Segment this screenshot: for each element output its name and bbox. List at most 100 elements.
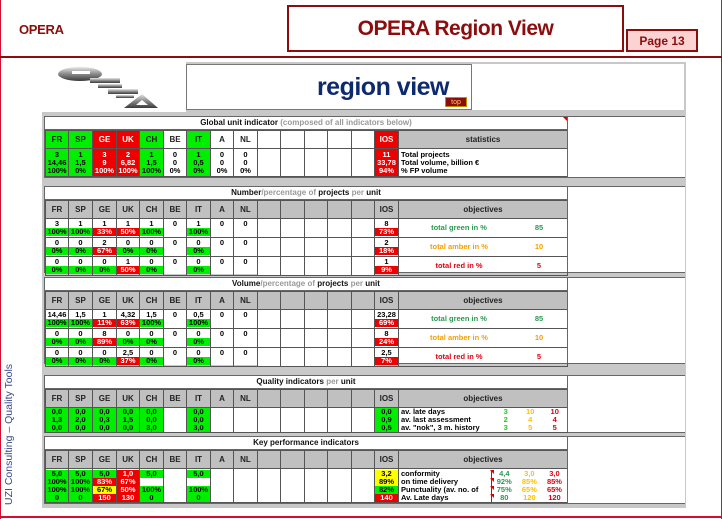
column-header: SP [68, 130, 93, 149]
ios-cell: 0,0 0,9 0,5 [374, 407, 399, 433]
column-header: NL [233, 389, 258, 408]
unit-value: 0,0 [146, 415, 157, 424]
column-header [304, 389, 328, 408]
unit-percent: 0% [187, 338, 210, 346]
unit-value: 50% [117, 485, 139, 494]
unit-percent: 0% [187, 357, 210, 365]
unit-count: 1 [187, 220, 210, 228]
banner-right-blank [472, 64, 684, 110]
unit-count: 0 [164, 330, 186, 338]
objective-row: av. "nok", 3 m. history 3 5 5 [401, 424, 567, 432]
title-part: Number [231, 188, 262, 197]
unit-cell: 0 0% [45, 237, 69, 257]
unit-percent [211, 357, 233, 365]
objective-value: 10 [534, 333, 544, 342]
statistics-cell: Total projects Total volume, billion €% F… [398, 148, 568, 177]
unit-count: 0 [93, 258, 116, 266]
unit-percent: 100% [69, 318, 92, 327]
unit-cell: 0,0 0,0 3,0 [139, 407, 164, 433]
unit-value: 1,5 [122, 415, 134, 424]
unit-value [353, 151, 374, 159]
empty-cell [280, 309, 305, 329]
column-header: FR [45, 389, 69, 408]
unit-percent: 0% [69, 338, 92, 346]
unit-count: 0 [164, 220, 186, 228]
unit-value: 3,0 [193, 423, 204, 432]
unit-cell: 1,5 100% [139, 309, 164, 329]
unit-cell: 1 100% [68, 218, 93, 238]
unit-percent [164, 247, 186, 255]
top-button[interactable]: top [445, 97, 467, 107]
column-header: CH [139, 450, 164, 469]
unit-percent: 0% [140, 357, 163, 365]
empty-cell [210, 407, 234, 433]
ios-cell: 2 18% [374, 237, 399, 257]
ios-percent: 7% [375, 357, 398, 365]
objective-label: Punctuality (av. no. of [401, 485, 492, 494]
objective-amber: 5 [528, 423, 533, 432]
unit-cell: 0 [210, 218, 234, 238]
unit-cell: 0 [163, 256, 187, 276]
unit-value: 1,0 [117, 469, 139, 478]
unit-value: 100% [69, 476, 92, 486]
page-number-badge: Page 13 [626, 29, 698, 52]
objective-red: 120 [548, 492, 561, 502]
unit-count: 0 [93, 349, 116, 357]
column-header: IT [186, 291, 211, 310]
unit-value: 150 [93, 493, 116, 502]
unit-value: 100% [140, 484, 163, 494]
unit-cell: 2 6,82 100% [116, 148, 140, 177]
unit-value: 1 [196, 149, 201, 159]
column-header [351, 130, 375, 149]
unit-cell: 0 0 0% [233, 148, 258, 177]
objective-red: 5 [552, 423, 557, 432]
unit-count: 0 [117, 239, 139, 247]
opera-logo [42, 62, 186, 112]
unit-cell: 0 [210, 237, 234, 257]
unit-count: 0 [46, 239, 68, 247]
unit-count: 0 [187, 239, 210, 247]
column-header: FR [45, 130, 69, 149]
unit-value: 3 [54, 149, 60, 159]
empty-cell [351, 328, 375, 348]
column-header [351, 291, 375, 310]
unit-cell: 5,0 83% 67% 150 [92, 468, 117, 503]
ios-value: 0,0 [381, 407, 392, 416]
unit-value: 5,0 [140, 469, 163, 478]
unit-percent [211, 338, 233, 346]
empty-cell [280, 468, 305, 503]
objective-amber: 85% [521, 476, 537, 486]
column-header: CH [139, 200, 164, 219]
column-header: A [210, 389, 234, 408]
unit-count: 0 [211, 330, 233, 338]
right-blank-panel [567, 437, 685, 503]
column-header: UK [116, 200, 140, 219]
comment-marker-icon [490, 493, 494, 498]
unit-cell: 0 0% [68, 256, 93, 276]
objective-green: 3 [503, 423, 508, 432]
unit-percent: 50% [117, 228, 139, 236]
sidebar-credit: UZI Consulting – Quality Tools [3, 363, 15, 505]
unit-percent: 0% [69, 357, 92, 365]
unit-cell: 0 [163, 309, 187, 329]
unit-count: 14,46 [46, 310, 68, 319]
unit-cell: 0 [210, 328, 234, 348]
unit-count: 0 [164, 239, 186, 247]
ios-cell: 1 9% [374, 256, 399, 276]
unit-count: 0 [46, 330, 68, 338]
unit-percent: 0% [69, 247, 92, 255]
unit-cell: 1 100% [186, 218, 211, 238]
empty-cell [257, 218, 281, 238]
comment-marker-icon [490, 469, 494, 474]
empty-cell [351, 309, 375, 329]
unit-count: 0 [234, 349, 257, 357]
objective-row: Av. Late days 80 120 120 [401, 492, 567, 502]
column-header: SP [68, 389, 93, 408]
unit-cell: 1 33% [92, 218, 117, 238]
empty-cell [163, 468, 187, 503]
statistics-label: % FP volume [401, 165, 448, 175]
column-header: BE [163, 200, 187, 219]
objective-green: 3 [503, 407, 508, 416]
page-title: OPERA Region View [287, 5, 624, 52]
unit-value: 0,0 [122, 423, 134, 432]
